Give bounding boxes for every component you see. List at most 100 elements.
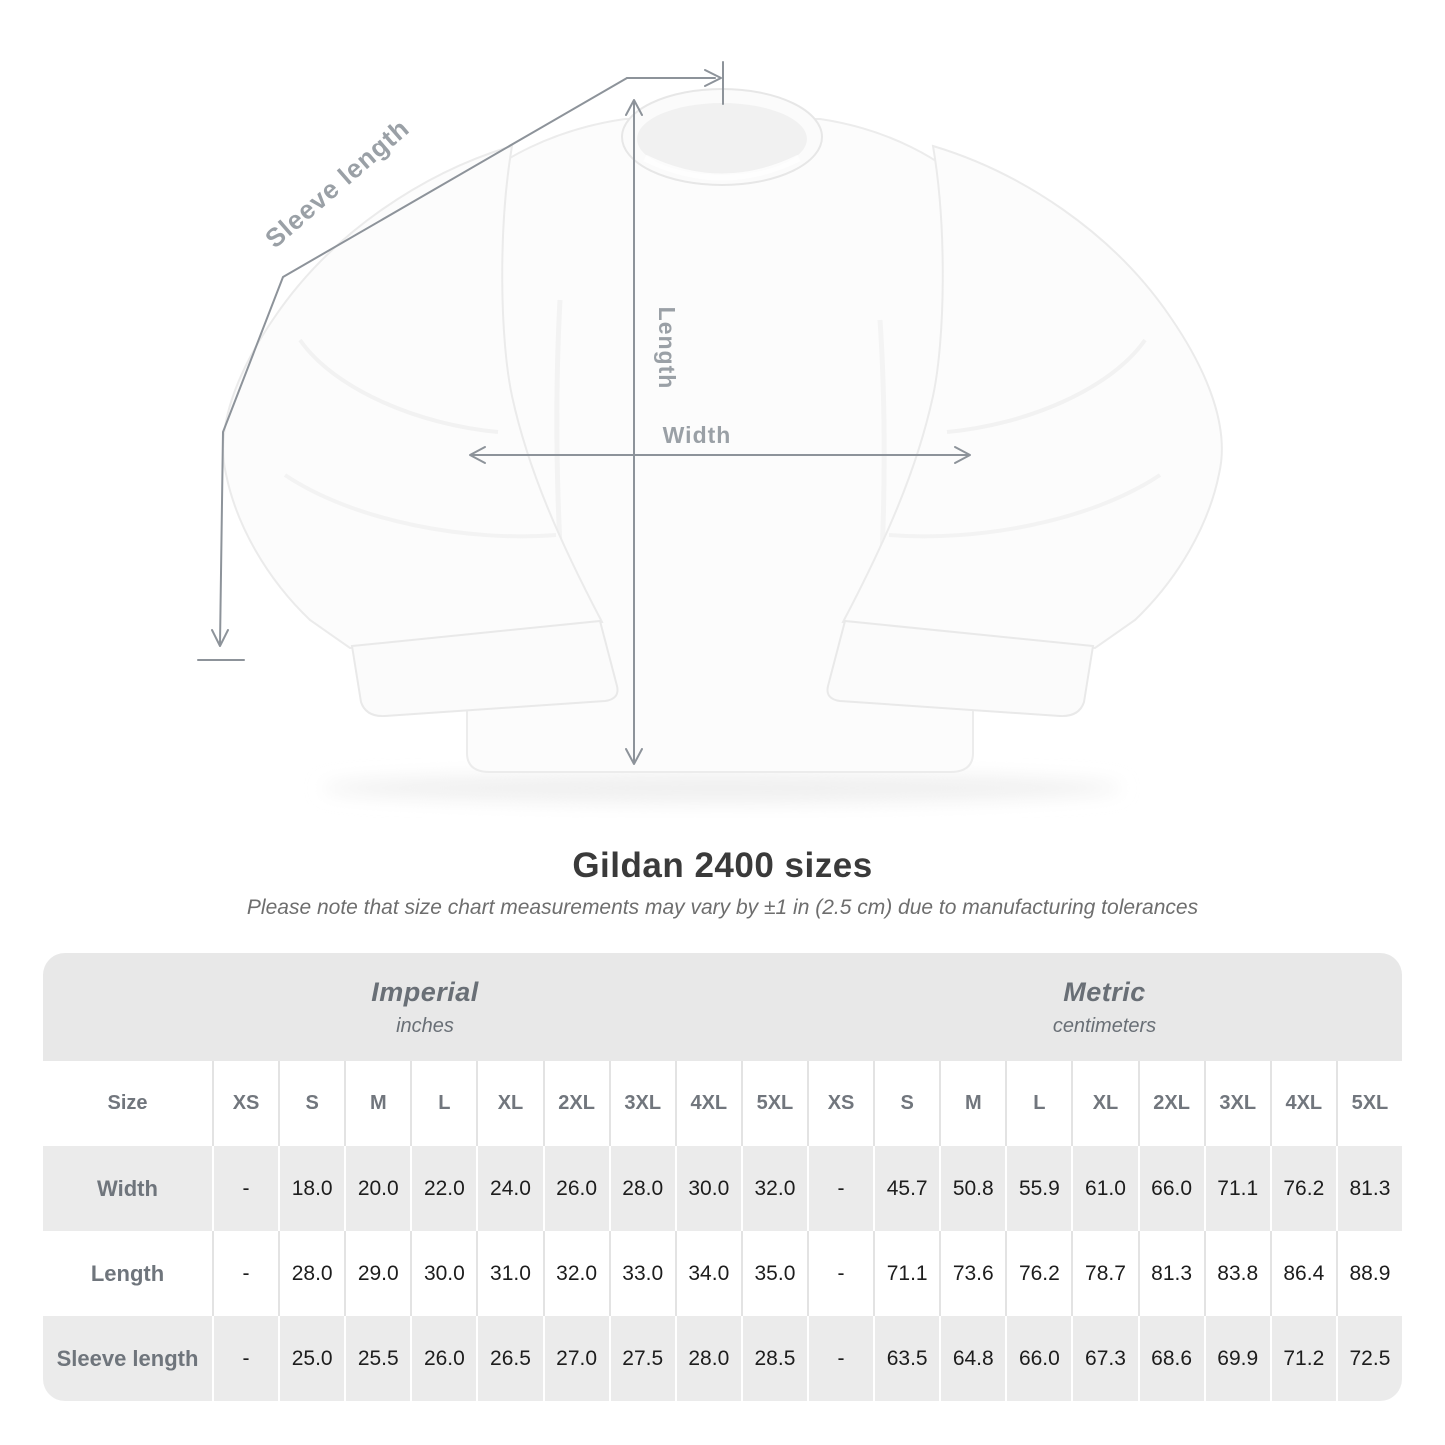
arrow-left-icon (469, 446, 486, 464)
value-cell: 71.2 (1269, 1316, 1336, 1401)
size-header-metric-2XL: 2XL (1137, 1061, 1204, 1146)
imperial-header: Imperial inches (43, 953, 807, 1061)
width-label: Width (663, 422, 732, 448)
imperial-header-name: Imperial (371, 976, 479, 1007)
value-cell: 71.1 (1203, 1146, 1270, 1231)
value-cell: 30.0 (674, 1146, 741, 1231)
shirt-shadow (322, 773, 1122, 803)
value-cell: 26.0 (542, 1146, 609, 1231)
value-cell: 27.5 (608, 1316, 675, 1401)
arrow-right-icon (954, 446, 971, 464)
value-cell: 86.4 (1269, 1231, 1336, 1316)
arrow-down-icon (625, 748, 643, 765)
value-cell: 28.0 (278, 1231, 345, 1316)
value-cell: 50.8 (939, 1146, 1006, 1231)
sleeve-length-measure-line (197, 61, 724, 661)
value-cell: 25.0 (278, 1316, 345, 1401)
shirt-cuff (350, 619, 619, 718)
row-label: Width (43, 1146, 212, 1231)
width-measure-line (469, 446, 971, 464)
shirt-sleeve (222, 144, 619, 718)
value-cell: 33.0 (608, 1231, 675, 1316)
value-cell: 20.0 (344, 1146, 411, 1231)
value-cell: 29.0 (344, 1231, 411, 1316)
value-cell: 88.9 (1335, 1231, 1402, 1316)
size-header-imperial-2XL: 2XL (542, 1061, 609, 1146)
value-cell: 31.0 (476, 1231, 543, 1316)
value-cell: 22.0 (410, 1146, 477, 1231)
length-measure-line (625, 99, 643, 765)
value-cell: 32.0 (740, 1146, 807, 1231)
value-cell: 73.6 (939, 1231, 1006, 1316)
size-header-metric-M: M (939, 1061, 1006, 1146)
value-cell: 34.0 (674, 1231, 741, 1316)
value-cell: 68.6 (1137, 1316, 1204, 1401)
value-cell: - (807, 1146, 874, 1231)
shirt-illustration (222, 88, 1224, 773)
value-cell: 28.0 (608, 1146, 675, 1231)
size-header-imperial-XS: XS (212, 1061, 279, 1146)
value-cell: 24.0 (476, 1146, 543, 1231)
tolerance-note: Please note that size chart measurements… (246, 896, 1199, 919)
size-header-metric-L: L (1005, 1061, 1072, 1146)
value-cell: 67.3 (1071, 1316, 1138, 1401)
value-cell: 81.3 (1137, 1231, 1204, 1316)
value-cell: 76.2 (1269, 1146, 1336, 1231)
arrow-down-icon (211, 629, 229, 647)
value-cell: - (212, 1231, 279, 1316)
value-cell: 27.0 (542, 1316, 609, 1401)
value-cell: 71.1 (873, 1231, 940, 1316)
value-cell: 64.8 (939, 1316, 1006, 1401)
size-header-metric-3XL: 3XL (1203, 1061, 1270, 1146)
metric-header-name: Metric (1063, 976, 1146, 1007)
page-title: Gildan 2400 sizes (572, 846, 873, 885)
value-cell: - (807, 1316, 874, 1401)
size-header-metric-4XL: 4XL (1269, 1061, 1336, 1146)
size-header-imperial-M: M (344, 1061, 411, 1146)
value-cell: - (212, 1146, 279, 1231)
size-header-imperial-3XL: 3XL (608, 1061, 675, 1146)
value-cell: 66.0 (1005, 1316, 1072, 1401)
value-cell: 32.0 (542, 1231, 609, 1316)
value-cell: 81.3 (1335, 1146, 1402, 1231)
value-cell: 72.5 (1335, 1316, 1402, 1401)
value-cell: 45.7 (873, 1146, 940, 1231)
size-header-metric-5XL: 5XL (1335, 1061, 1402, 1146)
size-header-imperial-5XL: 5XL (740, 1061, 807, 1146)
size-header-metric-XS: XS (807, 1061, 874, 1146)
value-cell: 18.0 (278, 1146, 345, 1231)
value-cell: 30.0 (410, 1231, 477, 1316)
size-header-imperial-4XL: 4XL (674, 1061, 741, 1146)
value-cell: 69.9 (1203, 1316, 1270, 1401)
size-table-grid: Imperial inches Metric centimeters Size X… (43, 953, 1402, 1401)
size-header-metric-XL: XL (1071, 1061, 1138, 1146)
imperial-header-unit: inches (396, 1014, 454, 1037)
value-cell: 35.0 (740, 1231, 807, 1316)
value-cell: 26.0 (410, 1316, 477, 1401)
arrow-up-icon (625, 99, 643, 116)
value-cell: 61.0 (1071, 1146, 1138, 1231)
length-label: Length (654, 307, 680, 390)
size-header-imperial-L: L (410, 1061, 477, 1146)
shirt-collar-opening (637, 103, 807, 175)
value-cell: 76.2 (1005, 1231, 1072, 1316)
value-cell: 28.0 (674, 1316, 741, 1401)
value-cell: 63.5 (873, 1316, 940, 1401)
metric-header: Metric centimeters (807, 953, 1402, 1061)
size-header-imperial-S: S (278, 1061, 345, 1146)
arrow-right-icon (704, 69, 722, 87)
size-header-metric-S: S (873, 1061, 940, 1146)
size-table: Imperial inches Metric centimeters Size X… (43, 953, 1402, 1401)
value-cell: - (807, 1231, 874, 1316)
value-cell: 78.7 (1071, 1231, 1138, 1316)
value-cell: - (212, 1316, 279, 1401)
value-cell: 28.5 (740, 1316, 807, 1401)
value-cell: 83.8 (1203, 1231, 1270, 1316)
value-cell: 26.5 (476, 1316, 543, 1401)
size-column-header: Size (43, 1061, 212, 1146)
value-cell: 25.5 (344, 1316, 411, 1401)
value-cell: 55.9 (1005, 1146, 1072, 1231)
shirt-measurement-diagram: Sleeve length Length Width (197, 61, 1224, 803)
size-header-imperial-XL: XL (476, 1061, 543, 1146)
row-label: Sleeve length (43, 1316, 212, 1401)
